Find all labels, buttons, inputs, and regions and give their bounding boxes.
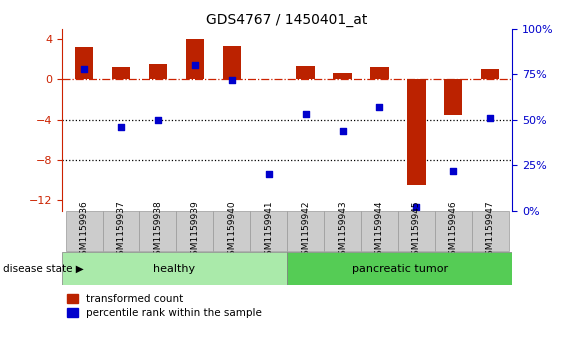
FancyBboxPatch shape [102,211,140,252]
Text: GSM1159943: GSM1159943 [338,200,347,261]
FancyBboxPatch shape [213,211,250,252]
FancyBboxPatch shape [62,252,287,285]
Point [227,77,236,83]
Point [301,111,310,117]
Bar [333,73,352,79]
Text: GSM1159947: GSM1159947 [486,200,495,261]
Bar [296,66,315,79]
FancyBboxPatch shape [472,211,508,252]
Bar [186,39,204,79]
FancyBboxPatch shape [398,211,435,252]
FancyBboxPatch shape [287,211,324,252]
Point [486,115,495,121]
Bar [407,79,426,185]
FancyBboxPatch shape [176,211,213,252]
Point [375,104,384,110]
Text: GSM1159942: GSM1159942 [301,200,310,261]
Bar [112,68,130,79]
Point [153,117,162,123]
FancyBboxPatch shape [66,211,102,252]
FancyBboxPatch shape [361,211,398,252]
Text: GSM1159945: GSM1159945 [412,200,421,261]
Bar [222,46,241,79]
Text: disease state ▶: disease state ▶ [3,264,83,274]
Bar [481,69,499,79]
Point [79,66,88,72]
Text: GSM1159946: GSM1159946 [449,200,458,261]
Text: GSM1159938: GSM1159938 [153,200,162,261]
Point [338,128,347,134]
Point [449,168,458,174]
Point [264,171,273,177]
Bar [149,64,167,79]
Text: healthy: healthy [154,264,195,274]
Point [412,204,421,210]
Bar [444,79,462,115]
Text: GSM1159936: GSM1159936 [79,200,88,261]
Bar [370,68,388,79]
Bar [75,47,93,79]
Point [117,124,126,130]
FancyBboxPatch shape [250,211,287,252]
Point [190,62,199,68]
FancyBboxPatch shape [435,211,472,252]
Text: GSM1159939: GSM1159939 [190,200,199,261]
Title: GDS4767 / 1450401_at: GDS4767 / 1450401_at [207,13,368,26]
Text: GSM1159944: GSM1159944 [375,200,384,261]
Text: GSM1159937: GSM1159937 [117,200,126,261]
FancyBboxPatch shape [324,211,361,252]
Text: GSM1159941: GSM1159941 [264,200,273,261]
FancyBboxPatch shape [140,211,176,252]
Legend: transformed count, percentile rank within the sample: transformed count, percentile rank withi… [67,294,262,318]
Text: pancreatic tumor: pancreatic tumor [352,264,448,274]
FancyBboxPatch shape [287,252,512,285]
Text: GSM1159940: GSM1159940 [227,200,236,261]
